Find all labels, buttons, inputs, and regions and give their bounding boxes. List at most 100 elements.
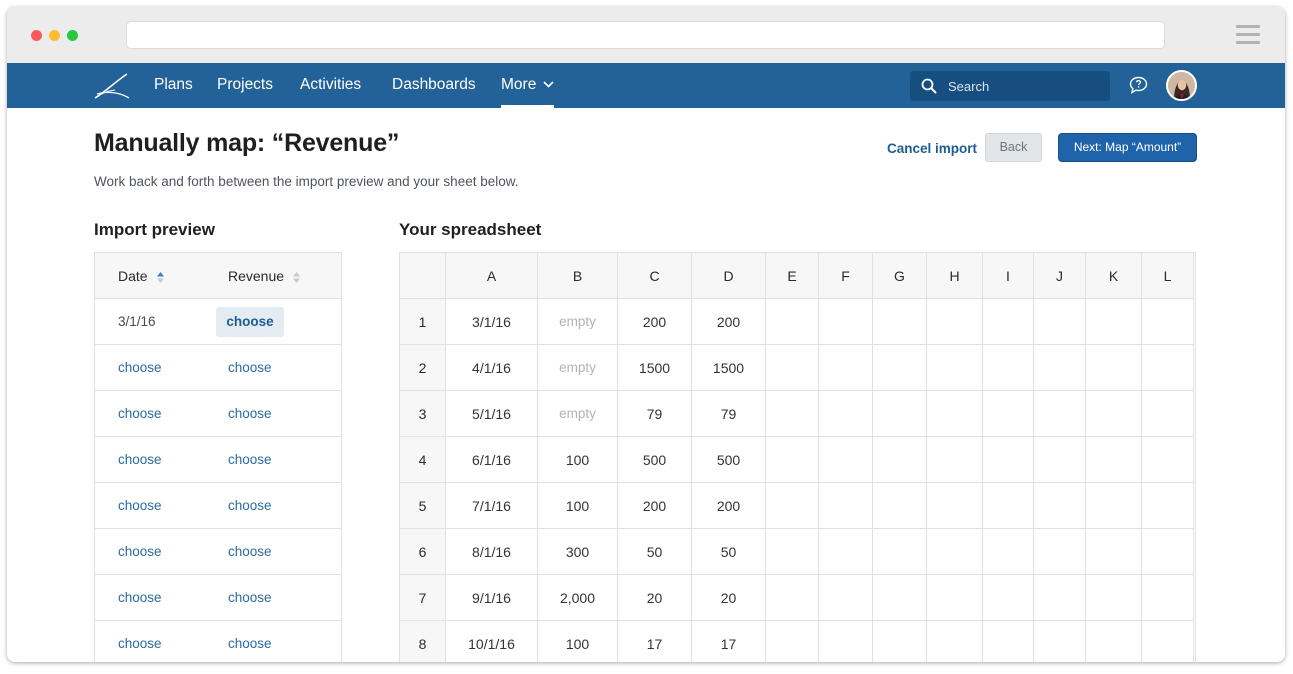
spreadsheet-cell[interactable]	[873, 529, 927, 575]
spreadsheet-cell[interactable]: 10/1/16	[446, 621, 538, 662]
spreadsheet-cell[interactable]	[1142, 437, 1194, 483]
spreadsheet-cell[interactable]	[1086, 621, 1142, 662]
spreadsheet-cell[interactable]: empty	[538, 391, 618, 437]
preview-revenue-choose[interactable]: choose	[228, 636, 272, 651]
row-number[interactable]: 3	[400, 391, 446, 437]
row-number[interactable]: 2	[400, 345, 446, 391]
spreadsheet-cell[interactable]: 1500	[618, 345, 692, 391]
spreadsheet-cell[interactable]	[766, 345, 819, 391]
spreadsheet-cell[interactable]: 6/1/16	[446, 437, 538, 483]
column-header-f[interactable]: F	[819, 253, 873, 299]
spreadsheet-cell[interactable]	[766, 621, 819, 662]
user-avatar[interactable]	[1166, 70, 1197, 101]
search-box[interactable]	[910, 71, 1110, 101]
spreadsheet-cell[interactable]	[1142, 575, 1194, 621]
column-header-h[interactable]: H	[927, 253, 983, 299]
spreadsheet-cell[interactable]: 79	[618, 391, 692, 437]
spreadsheet-cell[interactable]	[1142, 345, 1194, 391]
spreadsheet-cell[interactable]	[983, 391, 1034, 437]
spreadsheet-cell[interactable]	[766, 299, 819, 345]
spreadsheet-cell[interactable]: 9/1/16	[446, 575, 538, 621]
row-number[interactable]: 5	[400, 483, 446, 529]
browser-menu-icon[interactable]	[1236, 25, 1260, 45]
spreadsheet-cell[interactable]: 20	[692, 575, 766, 621]
spreadsheet-cell[interactable]	[1034, 575, 1086, 621]
spreadsheet-cell[interactable]	[927, 483, 983, 529]
spreadsheet-cell[interactable]	[927, 345, 983, 391]
revenue-column-header[interactable]: Revenue	[228, 268, 301, 284]
spreadsheet-cell[interactable]: 8/1/16	[446, 529, 538, 575]
spreadsheet-cell[interactable]	[1034, 621, 1086, 662]
spreadsheet-cell[interactable]: 3/1/16	[446, 299, 538, 345]
column-header-d[interactable]: D	[692, 253, 766, 299]
spreadsheet-cell[interactable]	[1086, 575, 1142, 621]
row-number[interactable]: 4	[400, 437, 446, 483]
preview-revenue-choose[interactable]: choose	[228, 590, 272, 605]
spreadsheet-cell[interactable]	[927, 575, 983, 621]
spreadsheet-cell[interactable]	[983, 529, 1034, 575]
column-header-g[interactable]: G	[873, 253, 927, 299]
spreadsheet-cell[interactable]: 100	[538, 621, 618, 662]
spreadsheet-cell[interactable]	[766, 437, 819, 483]
spreadsheet-cell[interactable]	[819, 483, 873, 529]
spreadsheet-cell[interactable]	[819, 299, 873, 345]
nav-projects[interactable]: Projects	[217, 76, 273, 93]
column-header-l[interactable]: L	[1142, 253, 1194, 299]
spreadsheet-cell[interactable]	[819, 621, 873, 662]
search-input[interactable]	[948, 71, 1103, 101]
spreadsheet-cell[interactable]	[1142, 621, 1194, 662]
spreadsheet-cell[interactable]	[1142, 483, 1194, 529]
spreadsheet-cell[interactable]	[819, 529, 873, 575]
row-number[interactable]: 6	[400, 529, 446, 575]
spreadsheet-cell[interactable]	[819, 391, 873, 437]
row-number[interactable]: 7	[400, 575, 446, 621]
row-number[interactable]: 8	[400, 621, 446, 662]
spreadsheet-cell[interactable]	[819, 437, 873, 483]
preview-date-choose[interactable]: choose	[118, 636, 162, 651]
spreadsheet-cell[interactable]	[983, 621, 1034, 662]
spreadsheet-cell[interactable]: 4/1/16	[446, 345, 538, 391]
spreadsheet-cell[interactable]: 200	[692, 483, 766, 529]
preview-date-choose[interactable]: choose	[118, 590, 162, 605]
spreadsheet-cell[interactable]	[1142, 299, 1194, 345]
spreadsheet-cell[interactable]	[1034, 437, 1086, 483]
spreadsheet-cell[interactable]	[1142, 529, 1194, 575]
spreadsheet-cell[interactable]: 50	[618, 529, 692, 575]
preview-date-choose[interactable]: choose	[118, 452, 162, 467]
preview-revenue-choose[interactable]: choose	[228, 452, 272, 467]
spreadsheet-cell[interactable]: 2,000	[538, 575, 618, 621]
spreadsheet-cell[interactable]	[983, 483, 1034, 529]
spreadsheet-cell[interactable]: 20	[618, 575, 692, 621]
spreadsheet-cell[interactable]: 1500	[692, 345, 766, 391]
spreadsheet-cell[interactable]	[766, 483, 819, 529]
nav-dashboards[interactable]: Dashboards	[392, 76, 476, 93]
spreadsheet-cell[interactable]: 17	[692, 621, 766, 662]
spreadsheet-cell[interactable]	[873, 391, 927, 437]
preview-revenue-choose[interactable]: choose	[228, 544, 272, 559]
spreadsheet-cell[interactable]	[766, 575, 819, 621]
spreadsheet-cell[interactable]	[873, 621, 927, 662]
spreadsheet-cell[interactable]	[1086, 299, 1142, 345]
spreadsheet-cell[interactable]	[1034, 483, 1086, 529]
spreadsheet-cell[interactable]	[819, 345, 873, 391]
spreadsheet-cell[interactable]: 17	[618, 621, 692, 662]
preview-revenue-choose[interactable]: choose	[228, 406, 272, 421]
date-column-header[interactable]: Date	[118, 268, 164, 284]
spreadsheet-cell[interactable]: empty	[538, 299, 618, 345]
spreadsheet-cell[interactable]	[983, 437, 1034, 483]
spreadsheet-cell[interactable]	[873, 345, 927, 391]
maximize-window-button[interactable]	[67, 30, 78, 41]
spreadsheet-cell[interactable]	[819, 575, 873, 621]
spreadsheet-cell[interactable]	[927, 299, 983, 345]
preview-date-choose[interactable]: choose	[118, 544, 162, 559]
spreadsheet-cell[interactable]	[927, 437, 983, 483]
spreadsheet-cell[interactable]: 100	[538, 483, 618, 529]
spreadsheet-cell[interactable]	[1034, 345, 1086, 391]
spreadsheet-cell[interactable]	[927, 391, 983, 437]
spreadsheet-cell[interactable]	[927, 529, 983, 575]
spreadsheet-cell[interactable]	[1034, 299, 1086, 345]
column-header-b[interactable]: B	[538, 253, 618, 299]
spreadsheet-cell[interactable]	[1086, 437, 1142, 483]
spreadsheet-cell[interactable]	[983, 345, 1034, 391]
spreadsheet-cell[interactable]	[873, 483, 927, 529]
